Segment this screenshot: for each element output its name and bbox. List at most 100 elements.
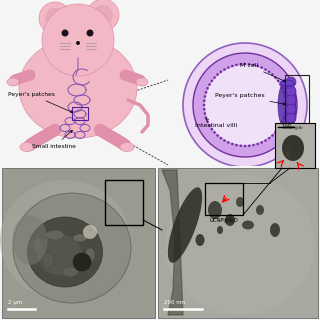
Ellipse shape: [62, 267, 78, 277]
Circle shape: [203, 108, 205, 111]
Circle shape: [284, 108, 287, 111]
Circle shape: [260, 141, 263, 144]
Circle shape: [61, 29, 68, 36]
Circle shape: [223, 139, 226, 142]
Circle shape: [211, 80, 213, 82]
Circle shape: [286, 104, 296, 114]
Ellipse shape: [168, 187, 202, 263]
Circle shape: [277, 128, 279, 130]
Text: 2 μm: 2 μm: [8, 300, 22, 305]
Circle shape: [235, 144, 238, 147]
Circle shape: [248, 144, 251, 147]
Circle shape: [204, 95, 206, 98]
Circle shape: [231, 143, 234, 145]
Circle shape: [86, 29, 93, 36]
Bar: [158, 168, 318, 318]
Circle shape: [279, 124, 282, 127]
Text: UCNP@Si: UCNP@Si: [283, 125, 303, 129]
Circle shape: [284, 100, 287, 102]
Text: Cross section of small intestine: Cross section of small intestine: [187, 173, 303, 179]
Ellipse shape: [217, 226, 223, 234]
Ellipse shape: [196, 234, 204, 246]
Circle shape: [211, 128, 213, 130]
Ellipse shape: [12, 215, 47, 265]
Ellipse shape: [280, 130, 290, 150]
Circle shape: [286, 86, 296, 96]
Ellipse shape: [236, 197, 244, 207]
Ellipse shape: [0, 180, 130, 300]
Circle shape: [183, 43, 307, 167]
Ellipse shape: [282, 135, 304, 161]
Ellipse shape: [28, 217, 102, 287]
Circle shape: [284, 95, 286, 98]
Circle shape: [252, 144, 255, 147]
Bar: [72, 107, 88, 120]
Circle shape: [73, 253, 91, 271]
Ellipse shape: [242, 220, 254, 229]
Ellipse shape: [280, 80, 294, 86]
Ellipse shape: [73, 234, 87, 242]
Circle shape: [206, 120, 209, 123]
Circle shape: [220, 137, 222, 140]
Circle shape: [271, 73, 274, 76]
Ellipse shape: [120, 142, 134, 151]
Text: *: *: [87, 228, 92, 238]
Circle shape: [205, 65, 285, 145]
Circle shape: [204, 112, 206, 115]
Circle shape: [281, 120, 284, 123]
Ellipse shape: [225, 214, 235, 226]
Circle shape: [227, 66, 230, 69]
Circle shape: [203, 100, 205, 102]
Bar: [275, 123, 315, 168]
Circle shape: [256, 143, 259, 145]
Circle shape: [256, 65, 259, 67]
Circle shape: [203, 104, 205, 106]
Circle shape: [220, 70, 222, 73]
Ellipse shape: [284, 147, 292, 157]
Circle shape: [93, 5, 113, 25]
Circle shape: [223, 68, 226, 71]
Circle shape: [235, 64, 238, 66]
Bar: [105, 180, 143, 225]
Circle shape: [248, 63, 251, 66]
Ellipse shape: [37, 235, 83, 275]
Circle shape: [208, 83, 211, 86]
Circle shape: [244, 63, 246, 65]
Circle shape: [252, 64, 255, 66]
Circle shape: [213, 131, 216, 134]
Circle shape: [206, 87, 209, 90]
Ellipse shape: [19, 38, 137, 138]
Circle shape: [87, 0, 119, 31]
Circle shape: [227, 141, 230, 144]
Circle shape: [283, 116, 285, 119]
Text: UCNP@SiO: UCNP@SiO: [210, 217, 238, 222]
Ellipse shape: [42, 252, 54, 268]
Ellipse shape: [270, 223, 280, 237]
Ellipse shape: [85, 248, 95, 262]
Circle shape: [285, 104, 287, 106]
Circle shape: [268, 70, 270, 73]
Circle shape: [283, 91, 285, 94]
Ellipse shape: [13, 193, 131, 303]
Circle shape: [284, 112, 286, 115]
Circle shape: [286, 113, 296, 123]
Text: Peyer's patches: Peyer's patches: [8, 92, 73, 113]
Bar: [285, 75, 309, 135]
Ellipse shape: [208, 201, 222, 219]
Ellipse shape: [136, 78, 148, 86]
Circle shape: [83, 225, 97, 239]
Circle shape: [274, 76, 277, 79]
Text: Intestinal villi: Intestinal villi: [195, 119, 237, 128]
Circle shape: [205, 91, 207, 94]
Circle shape: [213, 76, 216, 79]
Circle shape: [216, 73, 219, 76]
Circle shape: [268, 137, 270, 140]
Circle shape: [286, 77, 296, 87]
Circle shape: [277, 80, 279, 82]
Circle shape: [286, 95, 296, 105]
Circle shape: [274, 131, 277, 134]
Circle shape: [281, 87, 284, 90]
Text: Peyer's patches: Peyer's patches: [215, 93, 285, 105]
Ellipse shape: [20, 142, 34, 151]
Ellipse shape: [165, 175, 315, 315]
